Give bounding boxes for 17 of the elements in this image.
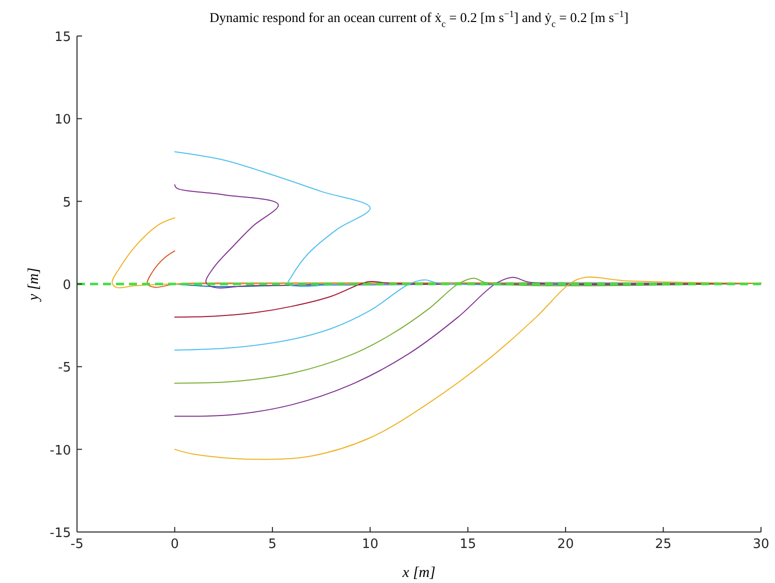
y-tick-label: 10 — [54, 112, 71, 128]
x-tick-label: 15 — [460, 537, 476, 552]
x-tick-label: 30 — [752, 537, 770, 552]
y-axis-title: y [m] — [26, 267, 42, 302]
x-tick-label: 0 — [170, 537, 179, 552]
x-tick-label: 20 — [557, 537, 574, 552]
y-tick-label: -15 — [50, 526, 71, 541]
y-tick-label: -5 — [58, 360, 71, 376]
y-tick-label: 15 — [54, 30, 71, 45]
x-tick-label: 10 — [362, 537, 378, 552]
x-tick-label: 5 — [268, 537, 277, 552]
x-axis-title: x [m] — [402, 565, 436, 581]
y-tick-label: 0 — [62, 278, 71, 293]
chart-title: Dynamic respond for an ocean current of ẋ$_{c}$ = 0.2 [m s$^{−1}$] and ẏ$_{c}$ = 0.2 [m s$^{−1}$] — [209, 10, 629, 30]
x-tick-label: 25 — [655, 537, 672, 552]
y-tick-label: 5 — [62, 195, 71, 210]
y-tick-label: -10 — [50, 443, 71, 458]
